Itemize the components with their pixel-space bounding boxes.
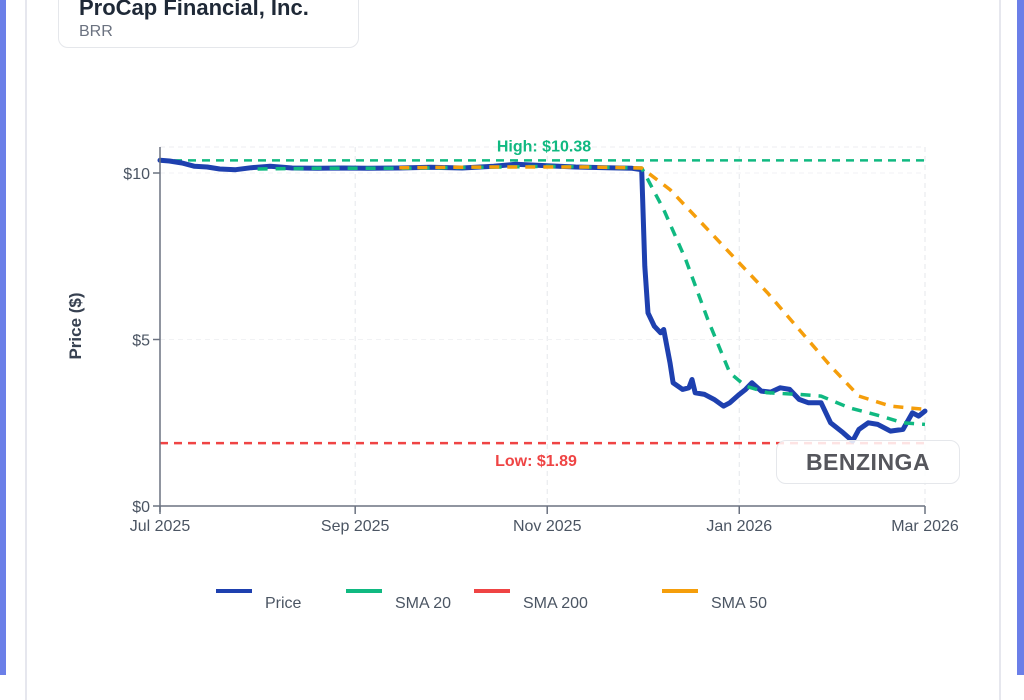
x-tick-label: Jul 2025: [130, 518, 191, 535]
x-tick-label: Jan 2026: [706, 518, 772, 535]
y-tick-label: $5: [132, 333, 150, 350]
axes: $0 $5 $10 Jul 2025 Sep 2025 Nov 2025 Jan 2026 M…: [123, 147, 959, 535]
legend: Price SMA 20 SMA 200 SMA 50: [216, 589, 767, 612]
sma50-line: [399, 165, 926, 412]
legend-label-sma50: SMA 50: [711, 595, 767, 612]
stock-header: ProCap Financial, Inc. BRR: [58, 0, 359, 48]
left-frame-strip: [0, 0, 6, 675]
x-tick-label: Mar 2026: [891, 518, 959, 535]
y-tick-label: $10: [123, 166, 150, 183]
legend-label-price: Price: [265, 595, 302, 612]
y-axis-title: Price ($): [66, 292, 85, 359]
x-tick-label: Nov 2025: [513, 518, 582, 535]
price-line: [157, 157, 928, 444]
x-tick-label: Sep 2025: [321, 518, 390, 535]
chart-card: [25, 0, 1001, 700]
price-chart: High: $10.38 Low: $1.89 $0 $5 $10 Jul 2025 Se…: [66, 138, 959, 612]
legend-label-sma20: SMA 20: [395, 595, 451, 612]
low-annotation-label: Low: $1.89: [495, 453, 577, 470]
company-name: ProCap Financial, Inc.: [79, 0, 309, 20]
y-tick-label: $0: [132, 499, 150, 516]
high-annotation-label: High: $10.38: [497, 138, 591, 155]
benzinga-watermark: BENZINGA: [776, 440, 960, 484]
reference-lines: High: $10.38 Low: $1.89: [160, 138, 925, 470]
sma20-line: [257, 164, 926, 427]
right-frame-strip: [1017, 0, 1024, 675]
watermark-text: BENZINGA: [805, 449, 931, 475]
legend-label-sma200: SMA 200: [523, 595, 588, 612]
ticker-symbol: BRR: [79, 23, 113, 40]
series-lines: [157, 157, 928, 444]
